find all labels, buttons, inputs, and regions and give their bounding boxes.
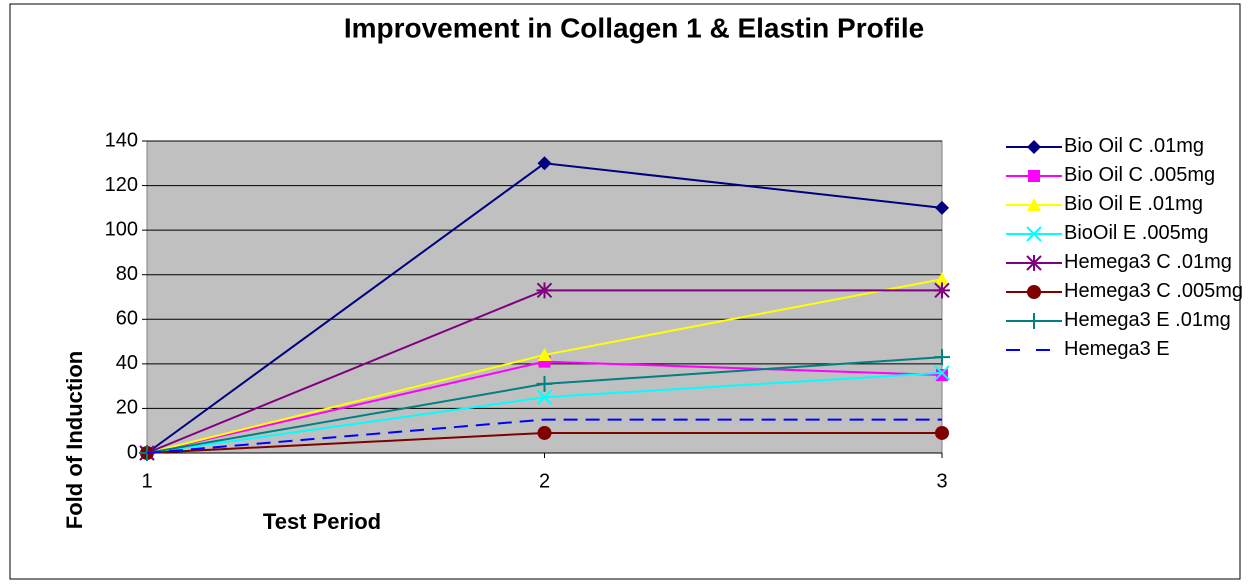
legend-label: Hemega3 C .005mg <box>1064 280 1243 302</box>
marker <box>537 156 552 171</box>
y-axis-title: Fold of Induction <box>62 351 87 529</box>
y-tick-label: 0 <box>127 441 138 463</box>
legend-entry: Bio Oil C .01mg <box>1004 132 1249 161</box>
series-line <box>146 418 942 454</box>
legend-symbol <box>1006 139 1062 154</box>
legend-symbol <box>1006 348 1062 351</box>
legend-entry: Hemega3 C .01mg <box>1004 248 1249 277</box>
marker <box>934 349 950 366</box>
y-tick-label: 120 <box>105 174 138 196</box>
marker <box>934 365 950 381</box>
y-tick-label: 140 <box>105 129 138 151</box>
marker <box>1026 226 1042 242</box>
x-tick-label: 2 <box>539 470 550 492</box>
legend-entry: Hemega3 C .005mg <box>1004 277 1249 306</box>
legend-entry: Bio Oil E .01mg <box>1004 190 1249 219</box>
legend: Bio Oil C .01mg Bio Oil C .005mg Bio Oil E… <box>1004 132 1249 364</box>
marker <box>1027 197 1041 211</box>
marker <box>1026 254 1042 271</box>
y-tick-label: 80 <box>116 263 138 285</box>
legend-symbol <box>1006 284 1062 299</box>
legend-symbol <box>1006 312 1062 329</box>
legend-label: Bio Oil C .01mg <box>1064 135 1205 157</box>
legend-symbol <box>1006 226 1062 242</box>
marker <box>537 347 552 361</box>
marker <box>935 272 949 286</box>
legend-entry: Hemega3 E .01mg <box>1004 306 1249 335</box>
legend-label: BioOil E .005mg <box>1064 222 1209 244</box>
marker <box>934 282 950 299</box>
legend-entry: BioOil E .005mg <box>1004 219 1249 248</box>
marker <box>935 200 949 215</box>
y-tick-label: 60 <box>116 308 138 330</box>
y-tick-label: 20 <box>116 397 138 419</box>
marker <box>935 425 949 440</box>
marker <box>536 375 553 392</box>
x-tick-label: 3 <box>936 470 947 492</box>
marker <box>936 369 948 381</box>
legend-entry: Bio Oil C .005mg <box>1004 161 1249 190</box>
x-axis-title: Test Period <box>263 509 381 534</box>
marker <box>1028 169 1040 182</box>
legend-label: Bio Oil C .005mg <box>1064 164 1216 186</box>
legend-entry: Hemega3 E <box>1004 335 1249 364</box>
marker <box>1026 312 1042 329</box>
legend-symbol <box>1006 169 1062 182</box>
marker <box>1027 284 1041 299</box>
y-tick-label: 100 <box>105 218 138 240</box>
y-tick-label: 40 <box>116 352 138 374</box>
legend-label: Hemega3 C .01mg <box>1064 251 1232 273</box>
x-tick-label: 1 <box>141 470 152 492</box>
legend-label: Hemega3 E <box>1064 338 1170 360</box>
marker <box>536 282 553 299</box>
legend-label: Bio Oil E .01mg <box>1064 193 1203 215</box>
legend-label: Hemega3 E .01mg <box>1064 309 1231 331</box>
marker <box>536 389 553 405</box>
marker <box>1027 139 1041 154</box>
legend-symbol <box>1006 254 1062 271</box>
chart-title: Improvement in Collagen 1 & Elastin Prof… <box>344 12 924 43</box>
legend-symbol <box>1006 197 1062 211</box>
marker <box>537 425 552 440</box>
